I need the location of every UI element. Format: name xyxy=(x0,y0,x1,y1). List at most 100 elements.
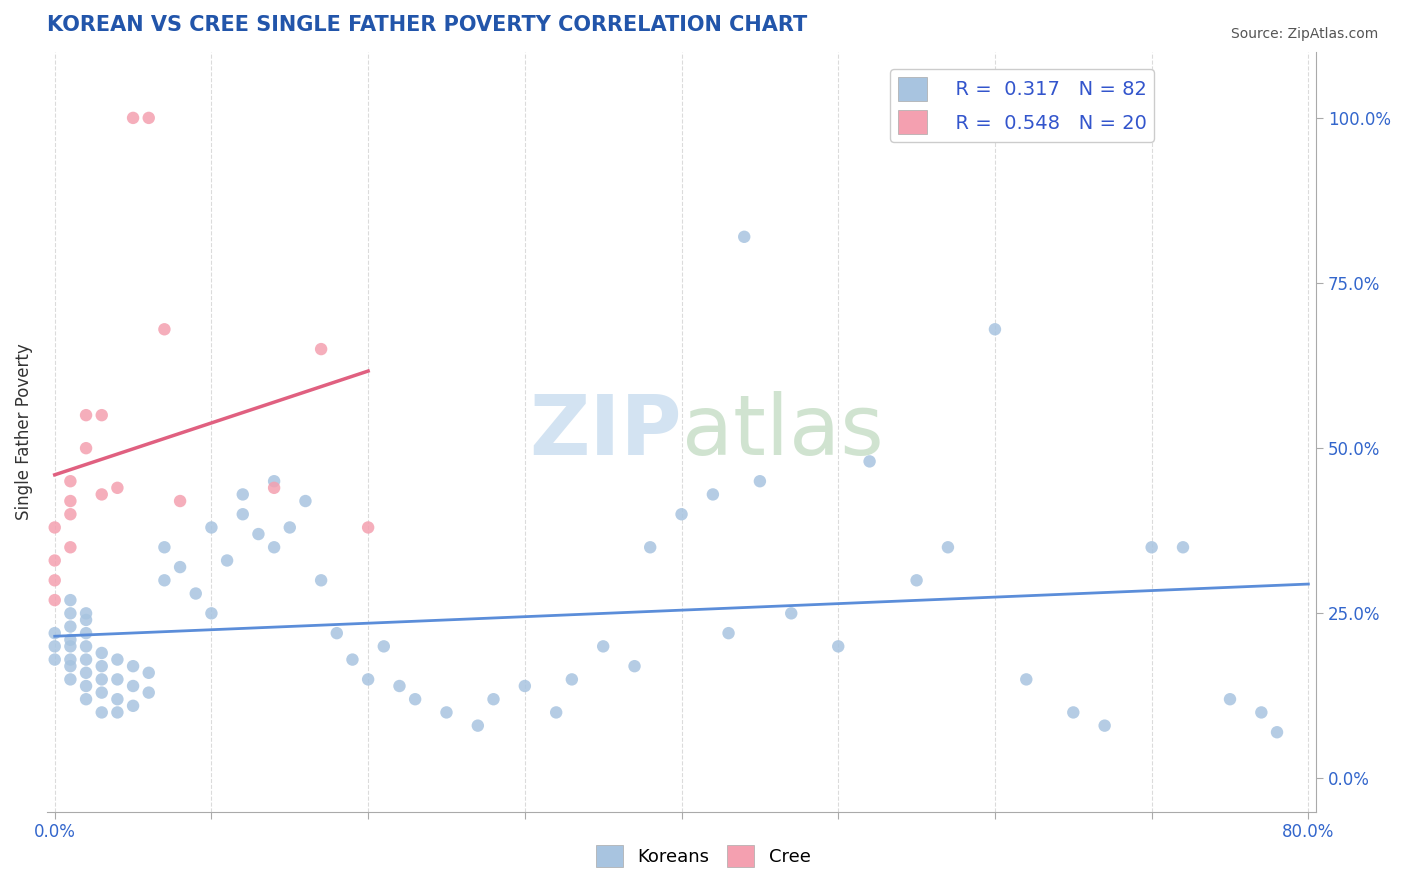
Point xyxy=(184,586,207,600)
Point xyxy=(263,541,285,555)
Point xyxy=(90,408,112,422)
Point xyxy=(75,692,97,706)
Text: Source: ZipAtlas.com: Source: ZipAtlas.com xyxy=(1230,27,1378,41)
Text: KOREAN VS CREE SINGLE FATHER POVERTY CORRELATION CHART: KOREAN VS CREE SINGLE FATHER POVERTY COR… xyxy=(46,15,807,35)
Point xyxy=(905,574,928,588)
Point xyxy=(200,607,222,621)
Point xyxy=(44,652,66,666)
Point xyxy=(107,673,129,687)
Point xyxy=(638,541,661,555)
Point xyxy=(122,111,145,125)
Point xyxy=(107,706,129,720)
Point xyxy=(59,673,82,687)
Point xyxy=(1062,706,1084,720)
Point xyxy=(107,481,129,495)
Point xyxy=(59,619,82,633)
Legend: Koreans, Cree: Koreans, Cree xyxy=(588,838,818,874)
Point xyxy=(1140,541,1163,555)
Point xyxy=(122,659,145,673)
Point xyxy=(309,574,332,588)
Point xyxy=(436,706,458,720)
Point xyxy=(200,520,222,534)
Point xyxy=(827,640,849,654)
Point xyxy=(75,652,97,666)
Point xyxy=(44,520,66,534)
Point xyxy=(1171,541,1194,555)
Point xyxy=(75,408,97,422)
Point xyxy=(153,322,176,336)
Point xyxy=(75,679,97,693)
Point xyxy=(75,626,97,640)
Point xyxy=(263,474,285,488)
Point xyxy=(733,229,755,244)
Point xyxy=(1219,692,1241,706)
Point xyxy=(122,698,145,713)
Point xyxy=(482,692,505,706)
Point xyxy=(357,520,380,534)
Point xyxy=(467,718,489,732)
Point xyxy=(748,474,770,488)
Point xyxy=(59,659,82,673)
Point xyxy=(278,520,301,534)
Point xyxy=(59,541,82,555)
Point xyxy=(247,527,270,541)
Point xyxy=(59,593,82,607)
Point xyxy=(373,640,395,654)
Point xyxy=(90,487,112,501)
Point xyxy=(44,593,66,607)
Point xyxy=(59,640,82,654)
Point xyxy=(561,673,583,687)
Point xyxy=(936,541,959,555)
Text: ZIP: ZIP xyxy=(529,392,682,472)
Point xyxy=(357,673,380,687)
Point xyxy=(169,494,191,508)
Point xyxy=(75,665,97,680)
Point xyxy=(90,673,112,687)
Point xyxy=(90,646,112,660)
Point xyxy=(138,685,160,699)
Point xyxy=(75,640,97,654)
Point xyxy=(59,474,82,488)
Point xyxy=(44,574,66,588)
Point xyxy=(671,508,693,522)
Point xyxy=(75,613,97,627)
Point xyxy=(984,322,1007,336)
Point xyxy=(388,679,411,693)
Point xyxy=(858,454,880,468)
Point xyxy=(90,706,112,720)
Point xyxy=(59,652,82,666)
Point xyxy=(232,487,254,501)
Point xyxy=(623,659,645,673)
Point xyxy=(780,607,803,621)
Point xyxy=(1094,718,1116,732)
Point xyxy=(1265,725,1288,739)
Point xyxy=(592,640,614,654)
Point xyxy=(232,508,254,522)
Point xyxy=(138,111,160,125)
Point xyxy=(263,481,285,495)
Point xyxy=(75,441,97,455)
Point xyxy=(44,626,66,640)
Point xyxy=(702,487,724,501)
Point xyxy=(138,665,160,680)
Y-axis label: Single Father Poverty: Single Father Poverty xyxy=(15,343,32,520)
Point xyxy=(44,640,66,654)
Point xyxy=(294,494,316,508)
Point xyxy=(309,342,332,356)
Point xyxy=(1250,706,1272,720)
Point xyxy=(107,692,129,706)
Point xyxy=(546,706,568,720)
Point xyxy=(342,652,364,666)
Point xyxy=(59,494,82,508)
Text: atlas: atlas xyxy=(682,392,883,472)
Point xyxy=(217,553,239,567)
Point xyxy=(90,659,112,673)
Point xyxy=(75,607,97,621)
Point xyxy=(153,541,176,555)
Point xyxy=(90,685,112,699)
Point xyxy=(59,508,82,522)
Point xyxy=(107,652,129,666)
Point xyxy=(59,607,82,621)
Point xyxy=(122,679,145,693)
Point xyxy=(1015,673,1038,687)
